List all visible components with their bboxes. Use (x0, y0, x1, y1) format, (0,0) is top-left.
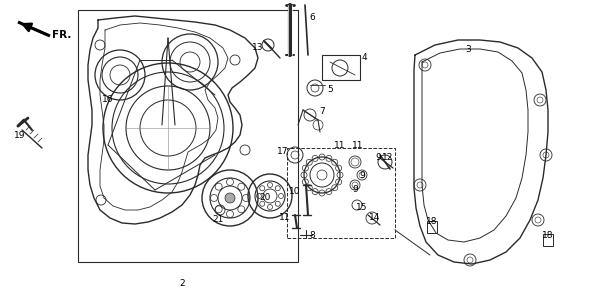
Text: 20: 20 (260, 194, 271, 203)
Text: 3: 3 (465, 45, 471, 54)
Text: 14: 14 (369, 213, 381, 222)
Text: 11: 11 (279, 213, 291, 222)
Text: 21: 21 (212, 216, 224, 225)
Bar (543, 234, 553, 246)
Bar (322, 55, 360, 80)
Text: 18: 18 (426, 218, 438, 226)
Text: 9: 9 (352, 185, 358, 194)
Circle shape (225, 193, 235, 203)
Text: 19: 19 (14, 131, 26, 139)
Text: 4: 4 (361, 54, 367, 63)
Text: 11: 11 (352, 141, 364, 150)
Text: 11: 11 (335, 141, 346, 150)
Text: 18: 18 (542, 231, 554, 240)
Text: 8: 8 (309, 231, 315, 240)
Text: 5: 5 (327, 85, 333, 95)
Bar (287, 148, 395, 238)
Text: 13: 13 (253, 44, 264, 52)
Text: 12: 12 (382, 154, 394, 163)
Text: 17: 17 (277, 147, 289, 157)
Text: 6: 6 (309, 14, 315, 23)
Text: 10: 10 (289, 188, 301, 197)
Bar (78, 10, 298, 262)
Text: 9: 9 (375, 154, 381, 163)
Text: 15: 15 (356, 203, 368, 213)
Text: 16: 16 (102, 95, 114, 104)
Text: 9: 9 (359, 170, 365, 179)
Text: 2: 2 (179, 280, 185, 288)
Text: FR.: FR. (53, 30, 72, 40)
Bar (427, 221, 437, 233)
Text: 7: 7 (319, 107, 325, 116)
